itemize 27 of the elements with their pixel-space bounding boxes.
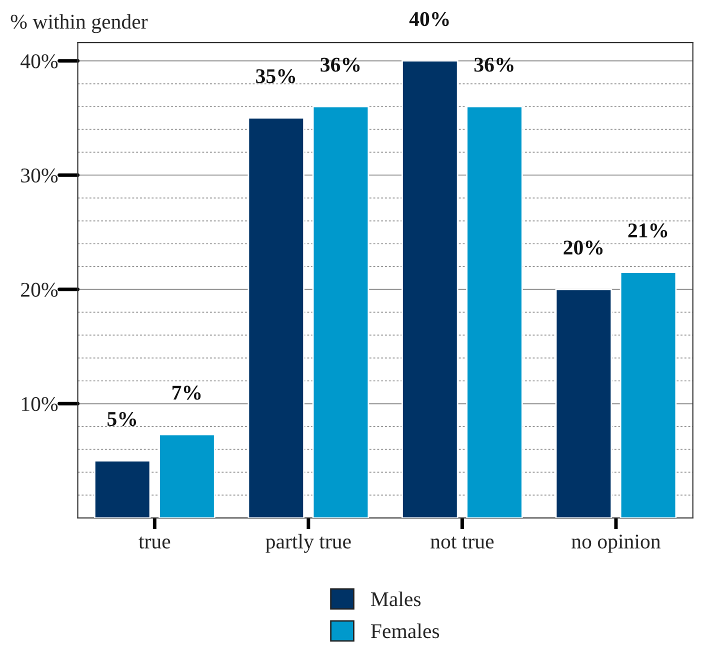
x-tick-label: no opinion bbox=[572, 534, 661, 553]
y-tick-label: 40% bbox=[20, 54, 58, 68]
data-label: 36% bbox=[474, 58, 514, 72]
data-label: 35% bbox=[256, 69, 296, 84]
y-axis-title: % within gender bbox=[10, 14, 148, 34]
y-tick-label: 10% bbox=[22, 397, 58, 412]
data-label: 40% bbox=[409, 12, 449, 26]
y-tick-label: 30% bbox=[21, 168, 58, 183]
x-tick-label: partly true bbox=[266, 534, 351, 553]
data-label: 20% bbox=[564, 240, 603, 255]
data-label: 7% bbox=[172, 386, 201, 400]
data-label: 36% bbox=[320, 58, 360, 72]
x-tick-label: not true bbox=[430, 536, 494, 549]
data-label: 5% bbox=[108, 412, 136, 426]
bar bbox=[312, 106, 370, 518]
bar bbox=[466, 106, 523, 518]
bar bbox=[94, 460, 151, 518]
data-label: 21% bbox=[628, 223, 668, 238]
x-tick-label: true bbox=[138, 536, 170, 549]
legend-label: Males bbox=[370, 592, 421, 606]
bar bbox=[402, 60, 458, 518]
bar bbox=[158, 434, 216, 518]
bar bbox=[248, 117, 305, 518]
y-tick-label: 20% bbox=[21, 282, 58, 297]
bar bbox=[555, 288, 612, 518]
bar bbox=[620, 272, 677, 518]
legend-label: Females bbox=[370, 624, 440, 638]
